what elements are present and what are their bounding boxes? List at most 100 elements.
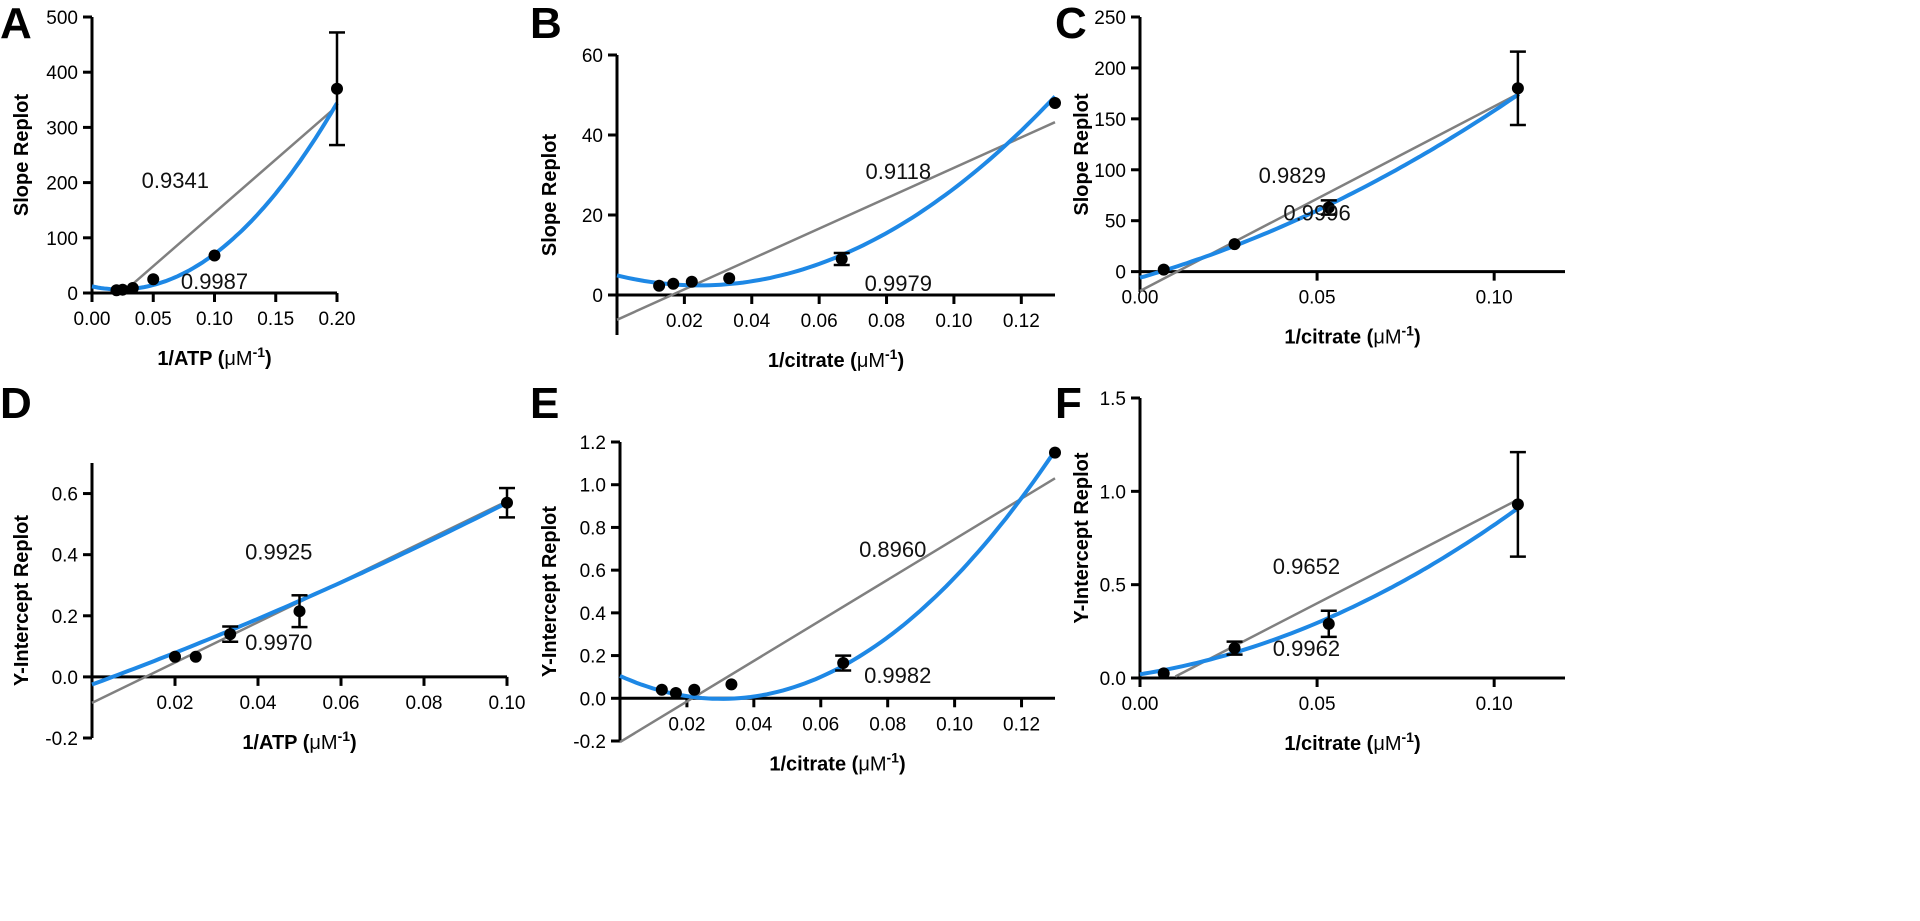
quadratic-fit-curve <box>619 449 1057 701</box>
y-tick-label: 20 <box>582 206 603 227</box>
x-tick-label: 0.04 <box>733 311 770 332</box>
panel-letter: B <box>530 0 562 48</box>
data-point <box>1322 617 1335 630</box>
x-tick-label: 0.10 <box>489 693 526 714</box>
y-tick-label: 300 <box>46 118 78 139</box>
y-tick-label: 0.0 <box>580 689 606 710</box>
x-tick-label: 0.12 <box>1003 311 1040 332</box>
panel-letter: C <box>1055 0 1087 48</box>
data-point <box>501 496 513 509</box>
panel-f: F 0.0 0.5 1.0 1.5 0.00 0.05 0.10 1/citrate (μM-1… <box>1055 379 1565 755</box>
y-axis-title: Slope Replot <box>539 134 561 257</box>
y-tick-label: 250 <box>1094 8 1126 29</box>
data-point <box>1322 201 1335 214</box>
y-tick-label: 0.5 <box>1100 576 1126 597</box>
y-axis-title: Slope Replot <box>11 94 33 217</box>
r-squared-label: 0.9829 <box>1259 163 1326 188</box>
data-point <box>1511 498 1524 511</box>
x-axis-title: 1/citrate (μM-1) <box>1284 323 1420 349</box>
x-tick-label: 0.05 <box>135 309 172 330</box>
y-tick-label: 0.2 <box>52 607 78 628</box>
y-tick-label: 100 <box>1094 161 1126 182</box>
x-tick-label: 0.06 <box>802 714 839 735</box>
panel-letter: E <box>530 379 559 428</box>
panel-b: B 0 20 40 60 0.02 0.04 0.06 0.08 0.10 0.12 1/citrat… <box>530 0 1061 372</box>
data-point <box>655 683 668 696</box>
y-tick-label: 0 <box>592 286 603 307</box>
x-tick-label: 0.10 <box>1476 694 1513 715</box>
y-axis-title: Y-Intercept Replot <box>1071 452 1093 623</box>
data-point <box>224 628 237 641</box>
data-point <box>837 657 850 670</box>
r-squared-label: 0.9987 <box>181 269 248 294</box>
data-point <box>1228 642 1241 655</box>
y-tick-label: 0.0 <box>1100 669 1126 690</box>
panel-letter: D <box>0 379 32 428</box>
y-tick-label: 0.4 <box>580 604 607 625</box>
quadratic-fit-curve <box>1139 92 1521 280</box>
r-squared-label: 0.9962 <box>1273 636 1340 661</box>
data-point <box>169 650 181 663</box>
x-tick-label: 0.04 <box>240 693 277 714</box>
y-tick-label: 0.6 <box>580 561 606 582</box>
y-axis-title: Y-Intercept Replot <box>539 506 561 677</box>
data-point <box>723 272 736 285</box>
y-tick-label: 0 <box>67 284 78 305</box>
data-point <box>126 282 139 295</box>
x-tick-label: 0.06 <box>801 311 838 332</box>
x-tick-label: 0.00 <box>1122 694 1159 715</box>
y-tick-label: 400 <box>46 63 78 84</box>
r-squared-label: 0.9970 <box>245 630 312 655</box>
y-tick-label: 0.4 <box>52 546 79 567</box>
x-tick-label: 0.05 <box>1299 288 1336 309</box>
x-tick-label: 0.08 <box>869 714 906 735</box>
data-point <box>293 605 306 618</box>
y-tick-label: 0.6 <box>52 485 78 506</box>
x-tick-label: 0.02 <box>157 693 194 714</box>
y-tick-label: 1.0 <box>1100 482 1126 503</box>
data-point <box>147 273 160 286</box>
x-axis-title: 1/citrate (μM-1) <box>1284 729 1420 755</box>
y-tick-label: 0.2 <box>580 647 606 668</box>
r-squared-label: 0.9118 <box>866 159 932 184</box>
panel-d: D -0.2 0.0 0.2 0.4 0.6 0.02 0.04 0.06 0.08 0.10 1/A… <box>0 379 525 754</box>
linear-fit-line <box>121 105 338 294</box>
r-squared-label: 0.9925 <box>245 540 312 565</box>
x-tick-label: 0.05 <box>1299 694 1336 715</box>
linear-fit-line <box>619 477 1056 744</box>
r-squared-label: 0.9652 <box>1273 554 1340 579</box>
y-tick-label: 200 <box>1094 59 1126 80</box>
y-tick-label: 50 <box>1105 212 1126 233</box>
x-tick-label: 0.00 <box>1122 288 1159 309</box>
x-tick-label: 0.06 <box>323 693 360 714</box>
data-point <box>725 678 738 691</box>
data-point <box>1511 82 1524 95</box>
r-squared-label: 0.9979 <box>865 271 932 296</box>
panel-c: C 0 50 100 150 200 250 0.00 0.05 0.10 1/citrate (μ… <box>1055 0 1565 349</box>
linear-fit-line <box>616 121 1056 321</box>
data-point <box>653 279 666 292</box>
y-tick-label: 0 <box>1115 263 1126 284</box>
data-point <box>1157 263 1170 276</box>
x-tick-label: 0.04 <box>735 714 772 735</box>
y-tick-label: -0.2 <box>573 732 606 753</box>
r-squared-label: 0.9341 <box>142 168 209 193</box>
x-tick-label: 0.08 <box>868 311 905 332</box>
x-tick-label: 0.10 <box>1476 288 1513 309</box>
data-point <box>116 283 129 296</box>
linear-fit-line <box>1174 497 1520 678</box>
x-tick-label: 0.08 <box>406 693 443 714</box>
y-tick-label: 1.2 <box>580 433 606 454</box>
y-tick-label: 150 <box>1094 110 1126 131</box>
data-point <box>331 82 343 95</box>
x-tick-label: 0.02 <box>668 714 705 735</box>
data-point <box>835 253 848 265</box>
x-tick-label: 0.12 <box>1003 714 1040 735</box>
r-squared-label: 0.9996 <box>1283 201 1350 226</box>
x-tick-label: 0.10 <box>935 311 972 332</box>
panel-a: A 0 100 200 300 400 500 0.00 0.05 0.10 0.15 0.20 1/A… <box>0 0 355 370</box>
y-tick-label: 100 <box>46 229 78 250</box>
data-point <box>1049 97 1061 109</box>
data-point <box>189 650 202 663</box>
